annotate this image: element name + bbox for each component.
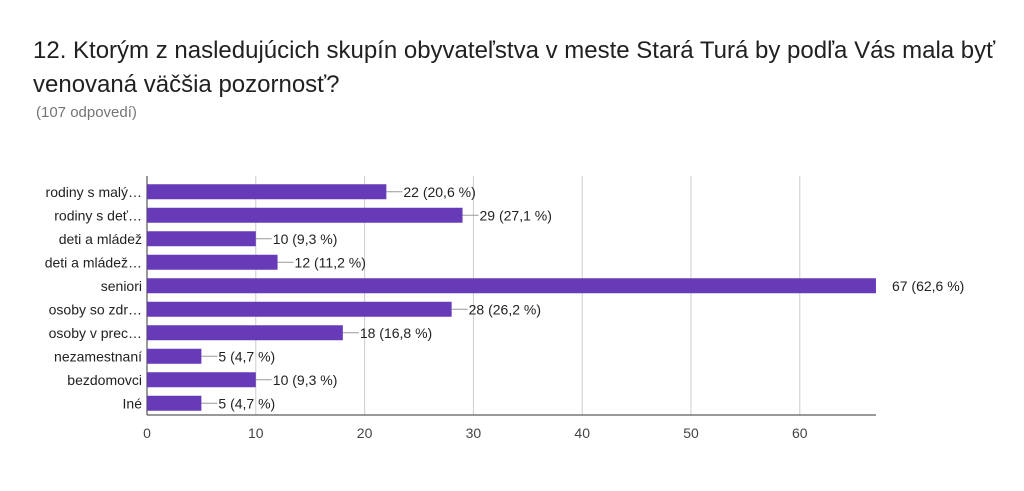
value-label: 10 (9,3 %) — [273, 231, 338, 247]
bar — [147, 325, 343, 341]
x-tick-label: 10 — [248, 425, 264, 441]
x-tick-label: 30 — [466, 425, 482, 441]
category-label: Iné — [123, 395, 143, 411]
value-label: 18 (16,8 %) — [360, 325, 432, 341]
x-tick-label: 40 — [574, 425, 590, 441]
x-tick-label: 0 — [143, 425, 151, 441]
value-label: 29 (27,1 %) — [480, 207, 552, 223]
bar — [147, 395, 202, 411]
category-label: deti a mládež — [59, 231, 142, 247]
x-tick-label: 20 — [357, 425, 373, 441]
category-label: rodiny s deť… — [54, 207, 142, 223]
value-label: 5 (4,7 %) — [218, 348, 275, 364]
category-label: osoby so zdr… — [49, 301, 142, 317]
x-tick-label: 50 — [683, 425, 699, 441]
value-label: 67 (62,6 %) — [892, 278, 964, 294]
value-label: 22 (20,6 %) — [403, 184, 475, 200]
labels: 0 10 20 30 40 50 60 rodiny s malý… 22 (20,6 %) ro… — [45, 184, 965, 441]
category-label: bezdomovci — [67, 372, 142, 388]
bar — [147, 207, 463, 223]
bar — [147, 301, 452, 317]
bars — [147, 184, 876, 411]
bar — [147, 184, 387, 200]
value-label: 28 (26,2 %) — [469, 301, 541, 317]
value-label: 12 (11,2 %) — [295, 254, 366, 270]
bar — [147, 372, 256, 388]
response-count: (107 odpovedí) — [36, 104, 137, 121]
bar — [147, 254, 278, 270]
bar — [147, 231, 256, 247]
page-title: 12. Ktorým z nasledujúcich skupín obyvat… — [33, 37, 996, 98]
category-label: osoby v prec… — [49, 325, 142, 341]
x-tick-label: 60 — [792, 425, 808, 441]
value-label: 10 (9,3 %) — [273, 372, 338, 388]
bar — [147, 278, 876, 294]
value-label: 5 (4,7 %) — [218, 395, 275, 411]
category-label: nezamestnaní — [54, 348, 142, 364]
category-label: seniori — [101, 278, 142, 294]
category-label: rodiny s malý… — [46, 184, 142, 200]
category-label: deti a mládež… — [45, 254, 142, 270]
bar — [147, 348, 202, 364]
